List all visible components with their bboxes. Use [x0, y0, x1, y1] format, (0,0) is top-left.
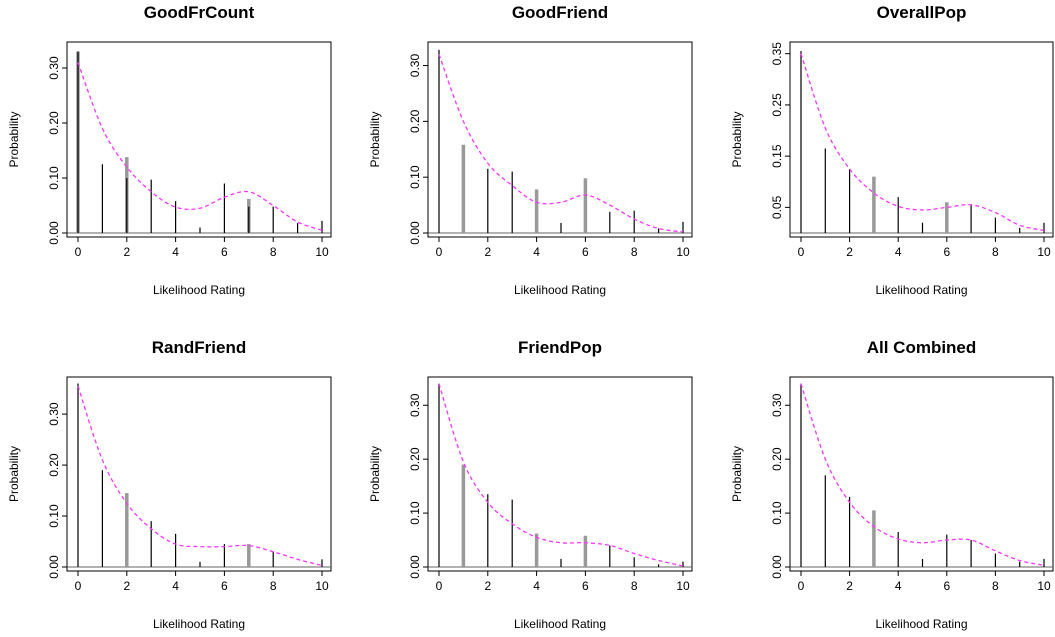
x-tick-label: 2: [846, 245, 853, 259]
x-tick-label: 6: [582, 579, 589, 593]
x-tick-label: 10: [676, 579, 690, 593]
panel-2: OverallPop 0 2 4 6 8 10 0.05 0.15 0.25 0.35 Likelih…: [730, 3, 1054, 297]
plot-frame: [66, 41, 332, 238]
y-tick-label: 0.30: [47, 56, 61, 80]
chart-title: All Combined: [867, 338, 977, 357]
x-tick-label: 8: [992, 245, 999, 259]
y-tick-label: 0.30: [47, 402, 61, 426]
chart-title: OverallPop: [877, 3, 967, 22]
chart-title: FriendPop: [518, 338, 602, 357]
y-tick-label: 0.10: [770, 501, 784, 525]
y-tick-label: 0.35: [770, 42, 784, 66]
density-curve: [800, 53, 1045, 232]
x-axis-label: Likelihood Rating: [875, 283, 967, 297]
x-axis-label: Likelihood Rating: [153, 617, 245, 631]
y-tick-label: 0.10: [408, 501, 422, 525]
x-tick-label: 2: [846, 579, 853, 593]
x-tick-label: 6: [943, 245, 950, 259]
y-tick-label: 0.10: [47, 504, 61, 528]
y-axis-label: Probability: [7, 446, 21, 502]
density-curve: [77, 385, 323, 567]
plot-frame: [427, 376, 693, 572]
x-tick-label: 0: [798, 579, 805, 593]
plot-frame: [789, 376, 1054, 572]
x-tick-label: 10: [315, 579, 329, 593]
x-tick-label: 6: [221, 579, 228, 593]
x-tick-label: 0: [436, 579, 443, 593]
x-tick-label: 4: [895, 579, 902, 593]
x-tick-label: 4: [533, 579, 540, 593]
y-axis-label: Probability: [730, 446, 744, 502]
x-tick-label: 8: [631, 245, 638, 259]
panel-5: All Combined 0 2 4 6 8 10 0.00 0.10 0.20 0.30 Likel…: [730, 338, 1054, 631]
panel-1: GoodFriend 0 2 4 6 8 10 0.00 0.10 0.20 0.30 Likelih…: [368, 3, 693, 297]
x-tick-label: 8: [992, 579, 999, 593]
x-tick-label: 4: [895, 245, 902, 259]
y-tick-label: 0.00: [47, 221, 61, 245]
y-tick-label: 0.05: [770, 195, 784, 219]
plot-frame: [427, 41, 693, 238]
x-tick-label: 10: [315, 245, 329, 259]
y-tick-label: 0.00: [408, 555, 422, 579]
x-tick-label: 0: [798, 245, 805, 259]
x-tick-label: 8: [270, 245, 277, 259]
x-tick-label: 4: [172, 245, 179, 259]
plot-frame: [66, 376, 332, 572]
x-tick-label: 6: [943, 579, 950, 593]
x-tick-label: 4: [172, 579, 179, 593]
y-tick-label: 0.00: [408, 221, 422, 245]
x-tick-label: 2: [484, 579, 491, 593]
x-axis-label: Likelihood Rating: [875, 617, 967, 631]
y-tick-label: 0.00: [770, 555, 784, 579]
x-tick-label: 2: [484, 245, 491, 259]
panel-4: FriendPop 0 2 4 6 8 10 0.00 0.10 0.20 0.30 Likeliho…: [368, 338, 693, 631]
x-tick-label: 0: [75, 245, 82, 259]
y-tick-label: 0.30: [408, 393, 422, 417]
chart-title: GoodFrCount: [144, 3, 255, 22]
x-tick-label: 2: [123, 579, 130, 593]
y-tick-label: 0.20: [770, 447, 784, 471]
x-tick-label: 8: [631, 579, 638, 593]
y-axis-label: Probability: [368, 446, 382, 502]
x-tick-label: 6: [221, 245, 228, 259]
plot-frame: [789, 41, 1054, 238]
density-curve: [800, 383, 1045, 567]
panel-3: RandFriend 0 2 4 6 8 10 0.00 0.10 0.20 0.30 Likelih…: [7, 338, 332, 631]
y-tick-label: 0.25: [770, 93, 784, 117]
chart-title: GoodFriend: [512, 3, 608, 22]
y-axis-label: Probability: [730, 111, 744, 167]
y-tick-label: 0.30: [408, 54, 422, 78]
y-tick-label: 0.10: [408, 165, 422, 189]
panel-0: GoodFrCount 0 2 4 6 8 10 0.00 0.10 0.20 0.30 Likeli…: [7, 3, 332, 297]
y-tick-label: 0.10: [47, 166, 61, 190]
y-tick-label: 0.20: [47, 111, 61, 135]
y-tick-label: 0.30: [770, 393, 784, 417]
density-curve: [438, 383, 684, 567]
x-tick-label: 6: [582, 245, 589, 259]
y-axis-label: Probability: [7, 111, 21, 167]
x-axis-label: Likelihood Rating: [153, 283, 245, 297]
y-axis-label: Probability: [368, 111, 382, 167]
x-tick-label: 10: [1037, 245, 1051, 259]
y-tick-label: 0.15: [770, 144, 784, 168]
x-tick-label: 4: [533, 245, 540, 259]
x-tick-label: 10: [676, 245, 690, 259]
x-tick-label: 0: [75, 579, 82, 593]
x-tick-label: 0: [436, 245, 443, 259]
x-tick-label: 8: [270, 579, 277, 593]
y-tick-label: 0.20: [408, 109, 422, 133]
x-tick-label: 2: [123, 245, 130, 259]
x-axis-label: Likelihood Rating: [514, 283, 606, 297]
x-tick-label: 10: [1037, 579, 1051, 593]
y-tick-label: 0.00: [47, 555, 61, 579]
y-tick-label: 0.20: [47, 453, 61, 477]
chart-title: RandFriend: [152, 338, 246, 357]
x-axis-label: Likelihood Rating: [514, 617, 606, 631]
y-tick-label: 0.20: [408, 447, 422, 471]
density-curve: [77, 62, 323, 231]
density-curve: [438, 54, 684, 233]
